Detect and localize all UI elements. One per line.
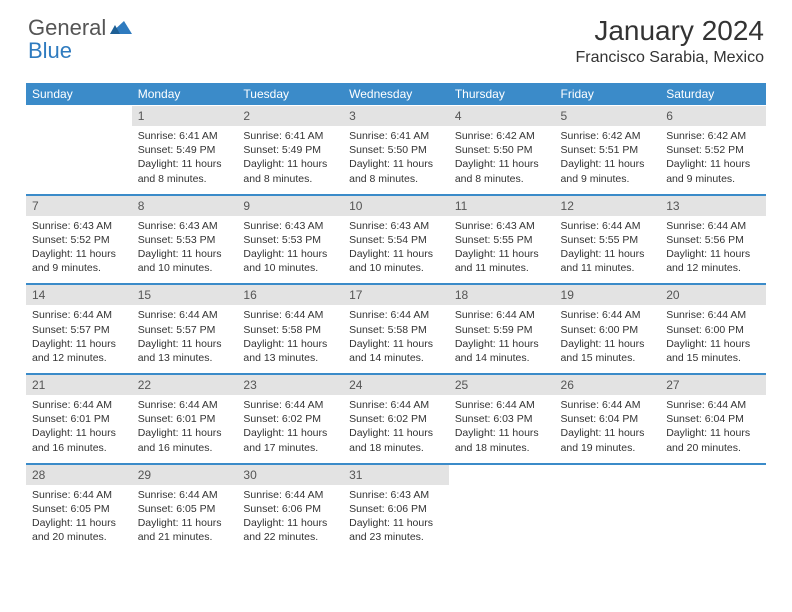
day-number-cell: 6 — [660, 106, 766, 127]
dow-header-cell: Tuesday — [237, 83, 343, 106]
day-info-cell: Sunrise: 6:44 AM Sunset: 6:04 PM Dayligh… — [660, 395, 766, 464]
day-number-cell: 20 — [660, 284, 766, 305]
day-info-cell — [555, 485, 661, 553]
day-info-cell — [26, 126, 132, 195]
day-number-cell: 27 — [660, 374, 766, 395]
day-info-cell: Sunrise: 6:43 AM Sunset: 5:53 PM Dayligh… — [132, 216, 238, 285]
month-title: January 2024 — [575, 15, 764, 47]
day-info-row: Sunrise: 6:43 AM Sunset: 5:52 PM Dayligh… — [26, 216, 766, 285]
title-block: January 2024 Francisco Sarabia, Mexico — [575, 15, 764, 67]
day-number-cell: 4 — [449, 106, 555, 127]
day-info-cell: Sunrise: 6:44 AM Sunset: 5:55 PM Dayligh… — [555, 216, 661, 285]
header: General January 2024 Francisco Sarabia, … — [0, 0, 792, 75]
day-info-cell: Sunrise: 6:44 AM Sunset: 5:57 PM Dayligh… — [26, 305, 132, 374]
day-info-cell: Sunrise: 6:42 AM Sunset: 5:50 PM Dayligh… — [449, 126, 555, 195]
day-number-cell: 14 — [26, 284, 132, 305]
day-number-cell: 15 — [132, 284, 238, 305]
daynum-row: 28293031 — [26, 464, 766, 485]
day-number-cell — [26, 106, 132, 127]
day-info-cell: Sunrise: 6:41 AM Sunset: 5:50 PM Dayligh… — [343, 126, 449, 195]
dow-header-cell: Saturday — [660, 83, 766, 106]
day-info-row: Sunrise: 6:44 AM Sunset: 6:01 PM Dayligh… — [26, 395, 766, 464]
day-info-cell: Sunrise: 6:44 AM Sunset: 6:05 PM Dayligh… — [26, 485, 132, 553]
day-number-cell: 22 — [132, 374, 238, 395]
day-info-cell: Sunrise: 6:43 AM Sunset: 5:55 PM Dayligh… — [449, 216, 555, 285]
day-info-cell: Sunrise: 6:44 AM Sunset: 6:00 PM Dayligh… — [555, 305, 661, 374]
day-number-cell: 5 — [555, 106, 661, 127]
day-number-cell: 10 — [343, 195, 449, 216]
day-info-cell: Sunrise: 6:41 AM Sunset: 5:49 PM Dayligh… — [132, 126, 238, 195]
day-number-cell: 29 — [132, 464, 238, 485]
dow-header-cell: Monday — [132, 83, 238, 106]
day-info-cell: Sunrise: 6:42 AM Sunset: 5:52 PM Dayligh… — [660, 126, 766, 195]
day-info-cell: Sunrise: 6:43 AM Sunset: 5:52 PM Dayligh… — [26, 216, 132, 285]
day-info-cell: Sunrise: 6:44 AM Sunset: 5:57 PM Dayligh… — [132, 305, 238, 374]
day-info-cell: Sunrise: 6:44 AM Sunset: 6:01 PM Dayligh… — [132, 395, 238, 464]
day-number-cell — [449, 464, 555, 485]
day-info-cell: Sunrise: 6:44 AM Sunset: 5:58 PM Dayligh… — [237, 305, 343, 374]
day-info-cell: Sunrise: 6:44 AM Sunset: 6:05 PM Dayligh… — [132, 485, 238, 553]
day-number-cell: 26 — [555, 374, 661, 395]
day-info-cell: Sunrise: 6:44 AM Sunset: 6:03 PM Dayligh… — [449, 395, 555, 464]
day-number-cell: 24 — [343, 374, 449, 395]
day-info-cell: Sunrise: 6:44 AM Sunset: 5:56 PM Dayligh… — [660, 216, 766, 285]
day-number-cell: 3 — [343, 106, 449, 127]
day-info-cell — [660, 485, 766, 553]
day-number-cell: 13 — [660, 195, 766, 216]
day-number-cell: 16 — [237, 284, 343, 305]
day-number-cell: 9 — [237, 195, 343, 216]
logo-text-blue: Blue — [28, 38, 72, 63]
day-info-row: Sunrise: 6:44 AM Sunset: 5:57 PM Dayligh… — [26, 305, 766, 374]
day-info-cell: Sunrise: 6:41 AM Sunset: 5:49 PM Dayligh… — [237, 126, 343, 195]
daynum-row: 14151617181920 — [26, 284, 766, 305]
day-number-cell: 19 — [555, 284, 661, 305]
calendar-table: SundayMondayTuesdayWednesdayThursdayFrid… — [26, 83, 766, 552]
day-info-cell: Sunrise: 6:44 AM Sunset: 5:59 PM Dayligh… — [449, 305, 555, 374]
day-info-cell: Sunrise: 6:43 AM Sunset: 5:53 PM Dayligh… — [237, 216, 343, 285]
day-number-cell: 17 — [343, 284, 449, 305]
day-number-cell: 12 — [555, 195, 661, 216]
day-info-cell: Sunrise: 6:44 AM Sunset: 6:06 PM Dayligh… — [237, 485, 343, 553]
daynum-row: 78910111213 — [26, 195, 766, 216]
day-number-cell: 23 — [237, 374, 343, 395]
day-info-cell — [449, 485, 555, 553]
location-label: Francisco Sarabia, Mexico — [575, 49, 764, 67]
day-number-cell: 30 — [237, 464, 343, 485]
day-info-cell: Sunrise: 6:43 AM Sunset: 5:54 PM Dayligh… — [343, 216, 449, 285]
dow-header-row: SundayMondayTuesdayWednesdayThursdayFrid… — [26, 83, 766, 106]
day-number-cell: 18 — [449, 284, 555, 305]
logo-triangle-icon — [110, 18, 132, 39]
daynum-row: 123456 — [26, 106, 766, 127]
day-number-cell — [660, 464, 766, 485]
day-number-cell: 7 — [26, 195, 132, 216]
day-number-cell: 21 — [26, 374, 132, 395]
day-number-cell: 11 — [449, 195, 555, 216]
dow-header-cell: Wednesday — [343, 83, 449, 106]
day-number-cell — [555, 464, 661, 485]
day-info-cell: Sunrise: 6:44 AM Sunset: 6:02 PM Dayligh… — [237, 395, 343, 464]
day-info-cell: Sunrise: 6:44 AM Sunset: 6:04 PM Dayligh… — [555, 395, 661, 464]
daynum-row: 21222324252627 — [26, 374, 766, 395]
day-number-cell: 31 — [343, 464, 449, 485]
dow-header-cell: Sunday — [26, 83, 132, 106]
day-info-cell: Sunrise: 6:44 AM Sunset: 5:58 PM Dayligh… — [343, 305, 449, 374]
day-number-cell: 28 — [26, 464, 132, 485]
day-info-cell: Sunrise: 6:43 AM Sunset: 6:06 PM Dayligh… — [343, 485, 449, 553]
day-number-cell: 2 — [237, 106, 343, 127]
dow-header-cell: Friday — [555, 83, 661, 106]
day-number-cell: 25 — [449, 374, 555, 395]
day-info-cell: Sunrise: 6:44 AM Sunset: 6:02 PM Dayligh… — [343, 395, 449, 464]
day-number-cell: 8 — [132, 195, 238, 216]
day-info-row: Sunrise: 6:41 AM Sunset: 5:49 PM Dayligh… — [26, 126, 766, 195]
dow-header-cell: Thursday — [449, 83, 555, 106]
day-info-row: Sunrise: 6:44 AM Sunset: 6:05 PM Dayligh… — [26, 485, 766, 553]
day-info-cell: Sunrise: 6:44 AM Sunset: 6:00 PM Dayligh… — [660, 305, 766, 374]
day-info-cell: Sunrise: 6:44 AM Sunset: 6:01 PM Dayligh… — [26, 395, 132, 464]
day-number-cell: 1 — [132, 106, 238, 127]
day-info-cell: Sunrise: 6:42 AM Sunset: 5:51 PM Dayligh… — [555, 126, 661, 195]
